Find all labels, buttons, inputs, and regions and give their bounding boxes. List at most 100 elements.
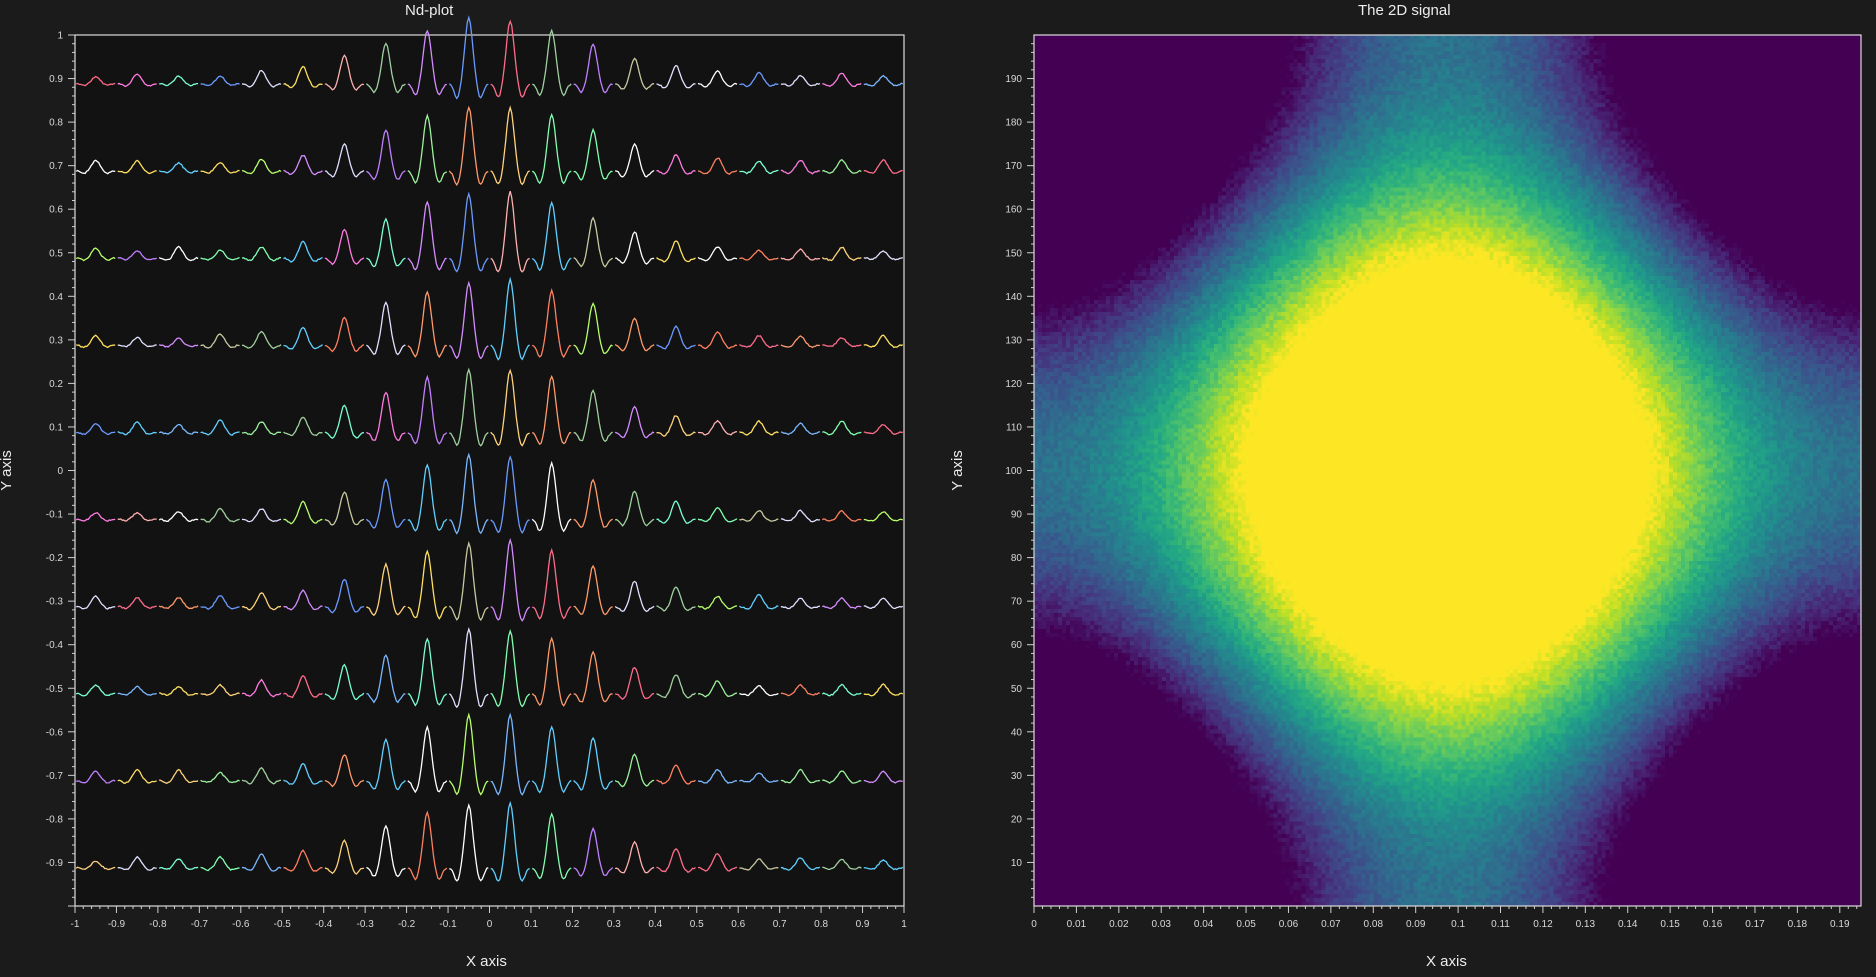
nd-plot-series-line bbox=[324, 316, 365, 353]
nd-plot-y-tick-label: -0.7 bbox=[46, 771, 64, 782]
nd-plot-series-line bbox=[76, 770, 116, 784]
nd-plot-series-line bbox=[531, 374, 572, 446]
nd-plot-series-line bbox=[780, 74, 821, 87]
signal-2d-x-tick-label: 0.06 bbox=[1279, 919, 1299, 930]
signal-2d-y-tick-label: 110 bbox=[1006, 422, 1022, 433]
signal-2d-y-tick-label: 150 bbox=[1005, 248, 1022, 259]
signal-2d-x-tick-label: 0.11 bbox=[1491, 919, 1510, 930]
nd-plot-y-tick-label: 0 bbox=[57, 466, 63, 477]
nd-plot-x-tick-label: -0.1 bbox=[439, 919, 457, 930]
nd-plot-x-tick-label: 0.7 bbox=[773, 919, 787, 930]
nd-plot-series-line bbox=[739, 249, 779, 261]
nd-plot-y-tick-label: -0.5 bbox=[46, 684, 64, 695]
signal-2d-x-tick-label: 0.02 bbox=[1109, 919, 1129, 930]
nd-plot-x-tick-label: 0.5 bbox=[690, 919, 704, 930]
nd-plot-series-line bbox=[283, 849, 323, 872]
nd-plot-series-line bbox=[614, 753, 655, 788]
nd-plot-series-line bbox=[117, 336, 157, 348]
nd-plot-series-line bbox=[656, 674, 696, 699]
signal-2d-x-tick-label: 0.05 bbox=[1236, 919, 1256, 930]
nd-plot-x-tick-label: 0.9 bbox=[856, 919, 870, 930]
nd-plot-x-tick-label: -0.5 bbox=[274, 919, 292, 930]
nd-plot-series-line bbox=[241, 678, 282, 698]
nd-plot-y-axis-label: Y axis bbox=[0, 450, 15, 491]
nd-plot-series-line bbox=[780, 422, 821, 436]
nd-plot-series-line bbox=[739, 71, 779, 88]
nd-plot-series-line bbox=[863, 158, 903, 174]
nd-plot-x-tick-label: -1 bbox=[71, 919, 80, 930]
nd-plot-y-tick-label: 0.7 bbox=[49, 161, 63, 172]
nd-plot-series-line bbox=[324, 754, 365, 788]
nd-plot-series-group bbox=[75, 15, 904, 882]
nd-plot-x-tick-label: 0.1 bbox=[524, 919, 538, 930]
nd-plot-series-line bbox=[407, 810, 448, 881]
nd-plot-series-line bbox=[739, 772, 779, 783]
nd-plot-series-line bbox=[822, 770, 862, 784]
nd-plot-series-line bbox=[573, 388, 613, 443]
nd-plot-series-line bbox=[324, 228, 365, 266]
nd-plot-panel: Nd-plot -1 -0.9 -0.8 -0.7 -0.6 -0.5 -0.4 -0.3 -0… bbox=[0, 0, 930, 977]
nd-plot-series-line bbox=[283, 240, 323, 263]
nd-plot-series-line bbox=[490, 191, 530, 273]
nd-plot-series-line bbox=[241, 853, 282, 872]
nd-plot-series-line bbox=[821, 683, 862, 697]
nd-plot-series-line bbox=[531, 636, 572, 707]
nd-plot-series-line bbox=[158, 597, 199, 610]
nd-plot-series-line bbox=[780, 597, 820, 610]
signal-2d-x-tick-label: 0.04 bbox=[1194, 919, 1214, 930]
nd-plot-series-line bbox=[822, 858, 862, 871]
signal-2d-y-tick-label: 30 bbox=[1011, 771, 1023, 782]
signal-2d-y-tick-label: 170 bbox=[1005, 161, 1022, 172]
nd-plot-series-line bbox=[697, 506, 738, 523]
nd-plot-series-line bbox=[241, 69, 282, 88]
signal-2d-frame bbox=[1033, 34, 1862, 907]
nd-plot-series-line bbox=[490, 19, 531, 98]
nd-plot-x-tick-label: -0.3 bbox=[357, 919, 375, 930]
signal-2d-x-tick-label: 0.19 bbox=[1830, 919, 1850, 930]
nd-plot-series-line bbox=[324, 838, 365, 875]
nd-plot-series-line bbox=[407, 200, 447, 271]
nd-plot-y-tick-label: 0.4 bbox=[49, 292, 63, 303]
nd-plot-series-line bbox=[739, 593, 779, 610]
nd-plot-series-line bbox=[697, 419, 738, 436]
signal-2d-x-tick-label: 0.07 bbox=[1321, 919, 1341, 930]
signal-2d-x-tick-label: 0.16 bbox=[1703, 919, 1723, 930]
nd-plot-series-line bbox=[448, 15, 489, 100]
nd-plot-series-line bbox=[490, 629, 531, 708]
nd-plot-x-tick-label: -0.7 bbox=[191, 919, 209, 930]
nd-plot-series-line bbox=[448, 280, 489, 360]
nd-plot-series-line bbox=[697, 70, 738, 88]
nd-plot-series-line bbox=[863, 250, 904, 261]
nd-plot-series-line bbox=[117, 685, 157, 696]
nd-plot-series-line bbox=[863, 683, 904, 697]
nd-plot-series-line bbox=[449, 367, 489, 447]
nd-plot-x-tick-label: -0.9 bbox=[108, 919, 126, 930]
nd-plot-series-line bbox=[615, 490, 655, 527]
nd-plot-series-line bbox=[822, 596, 862, 610]
signal-2d-x-tick-label: 0.03 bbox=[1151, 919, 1171, 930]
nd-plot-series-line bbox=[697, 852, 738, 872]
nd-plot-series-line bbox=[656, 415, 696, 437]
nd-plot-x-tick-label: 0.3 bbox=[607, 919, 621, 930]
nd-plot-series-line bbox=[739, 510, 779, 522]
nd-plot-series-line bbox=[697, 595, 738, 610]
nd-plot-series-line bbox=[531, 812, 572, 880]
signal-2d-y-tick-label: 20 bbox=[1011, 814, 1023, 825]
nd-plot-series-line bbox=[200, 683, 240, 697]
nd-plot-x-tick-label: 1 bbox=[901, 919, 907, 930]
nd-plot-y-tick-label: 0.3 bbox=[49, 335, 63, 346]
signal-2d-y-tick-label: 130 bbox=[1005, 335, 1022, 346]
nd-plot-series-line bbox=[863, 597, 904, 610]
nd-plot-series-line bbox=[241, 766, 282, 785]
nd-plot-series-line bbox=[573, 478, 613, 529]
nd-plot-series-line bbox=[531, 200, 572, 272]
nd-plot-series-line bbox=[697, 768, 738, 785]
nd-plot-series-line bbox=[780, 335, 821, 349]
nd-plot-series-line bbox=[739, 858, 779, 871]
nd-plot-series-line bbox=[200, 75, 240, 87]
nd-plot-series-line bbox=[200, 162, 240, 174]
nd-plot-series-line bbox=[698, 157, 738, 175]
nd-plot-series-line bbox=[656, 324, 696, 350]
nd-plot-series-line bbox=[407, 374, 448, 445]
nd-plot-series-line bbox=[615, 57, 655, 91]
